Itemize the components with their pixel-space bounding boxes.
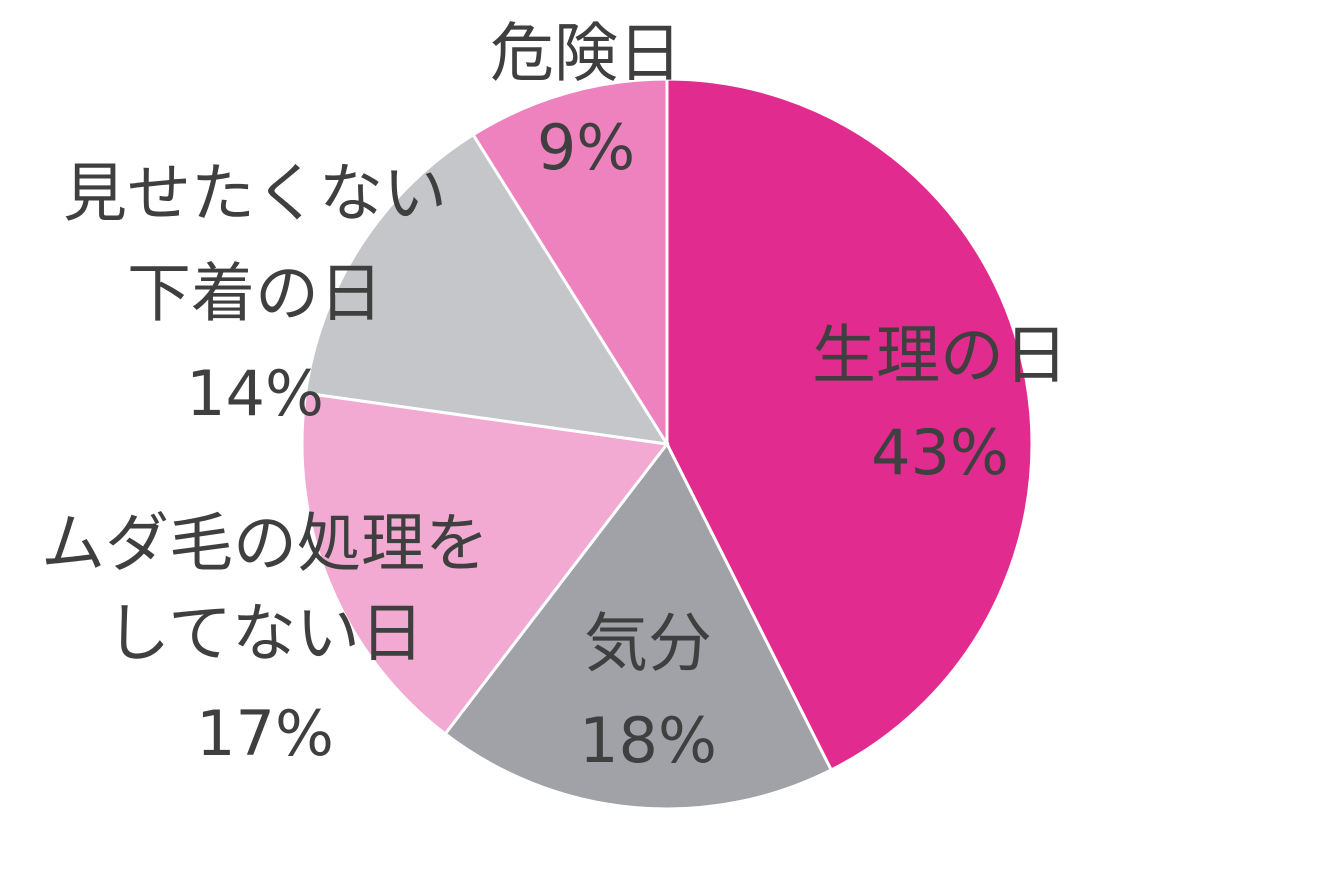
slice-label-3-line-1: ムダ毛の処理を [41, 508, 489, 582]
slice-label-1-line-1: 生理の日 [812, 320, 1068, 394]
slice-value-label-3: 17% [196, 697, 334, 770]
pie-slice-2 [443, 441, 834, 811]
pie-slice-1 [665, 77, 1034, 773]
slice-label-4-line-1: 見せたくない [63, 158, 447, 232]
pie-slice-3 [300, 391, 670, 736]
pie-slice-4 [303, 132, 670, 446]
slice-value-label-4: 14% [186, 357, 324, 430]
slice-label-3-line-2: してない日 [106, 598, 424, 672]
slice-label-4-line-2: 下着の日 [127, 258, 383, 332]
slice-value-label-1: 43% [871, 416, 1009, 489]
slice-label-2-line-1: 気分 [584, 608, 712, 682]
slice-label-5-line-1: 危険日 [490, 18, 682, 92]
pie-slices [300, 77, 1034, 811]
slice-value-label-2: 18% [579, 704, 717, 777]
pie-slice-5 [471, 77, 669, 450]
slice-value-label-5: 9% [537, 111, 635, 184]
